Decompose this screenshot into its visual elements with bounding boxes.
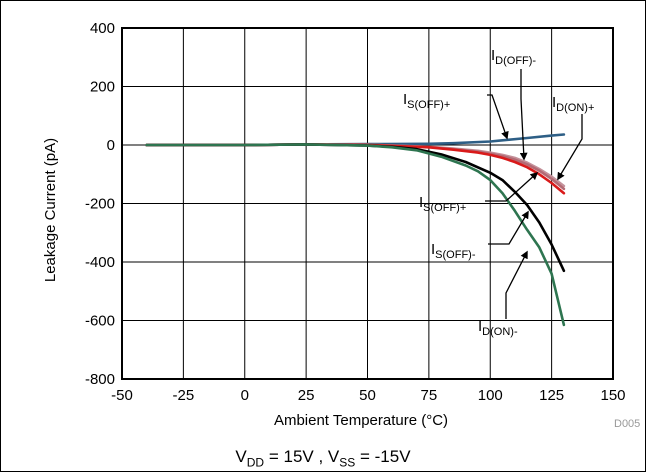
x-tick-label: 50 [359,387,376,404]
annotation-label: ID(ON)- [478,318,518,338]
annotation-arrow [505,250,528,319]
annotation-subscript: S(OFF)+ [407,99,450,111]
annotation-subscript: D(ON)- [482,326,518,338]
annotation-arrow [519,69,528,161]
annotation-arrow [487,94,509,140]
vss-subscript: SS [339,455,356,470]
x-tick-labels: -50 -25 0 25 50 75 100 125 150 [111,387,625,404]
x-tick-label: 75 [421,387,438,404]
annotation-symbol: I [478,318,482,335]
annotation-subscript: D(OFF)- [495,55,536,67]
series-lines [145,133,566,327]
annotation-subscript: S(OFF)+ [423,202,466,214]
x-tick-label: 150 [600,387,625,404]
leakage-current-chart: -50 -25 0 25 50 75 100 125 150 400 200 0 -200 -400 -6… [42,20,640,430]
x-tick-label: -50 [111,387,133,404]
annotation-symbol: I [403,91,407,108]
annotation-symbol: I [419,194,423,211]
series-line [145,143,566,327]
vdd-symbol: V [235,447,247,466]
annotation-arrow [557,114,583,181]
annotation-symbol: I [491,47,495,64]
vdd-value: = 15V , [264,447,328,466]
x-tick-label: -25 [173,387,195,404]
y-tick-label: 400 [90,20,115,37]
y-tick-label: -200 [85,196,115,213]
supply-condition-caption: VDD = 15V , VSS = -15V [1,447,645,469]
annotation-arrow [485,171,539,202]
annotation-label: ID(OFF)- [491,47,536,67]
x-tick-label: 100 [478,387,503,404]
annotation-arrow [488,210,529,245]
y-tick-label: -400 [85,254,115,271]
plot-frame [121,27,614,380]
y-axis-title: Leakage Current (pA) [42,138,59,282]
x-axis-title: Ambient Temperature (°C) [274,412,448,429]
annotation-subscript: D(ON)+ [556,102,594,114]
x-tick-label: 125 [539,387,564,404]
annotation-label: IS(OFF)- [431,241,476,261]
annotation-symbol: I [552,94,556,111]
annotation-subscript: S(OFF)- [435,249,476,261]
vdd-subscript: DD [246,455,265,470]
y-tick-label: 200 [90,79,115,96]
x-tick-label: 25 [298,387,315,404]
figure-code: D005 [614,418,640,430]
y-tick-label: -600 [85,313,115,330]
y-tick-labels: 400 200 0 -200 -400 -600 -800 [85,20,115,388]
y-tick-label: -800 [85,371,115,388]
annotation-label: IS(OFF)+ [419,194,466,214]
annotation-label: ID(ON)+ [552,94,594,114]
annotations: ID(OFF)-IS(OFF)+ ID(ON)+IS(OFF)+IS(OFF)-I… [403,47,594,338]
annotation-label: IS(OFF)+ [403,91,450,111]
vss-symbol: V [327,447,340,466]
y-tick-label: 0 [107,137,115,154]
x-tick-label: 0 [241,387,249,404]
annotation-symbol: I [431,241,435,258]
vss-value: = -15V [355,447,411,466]
